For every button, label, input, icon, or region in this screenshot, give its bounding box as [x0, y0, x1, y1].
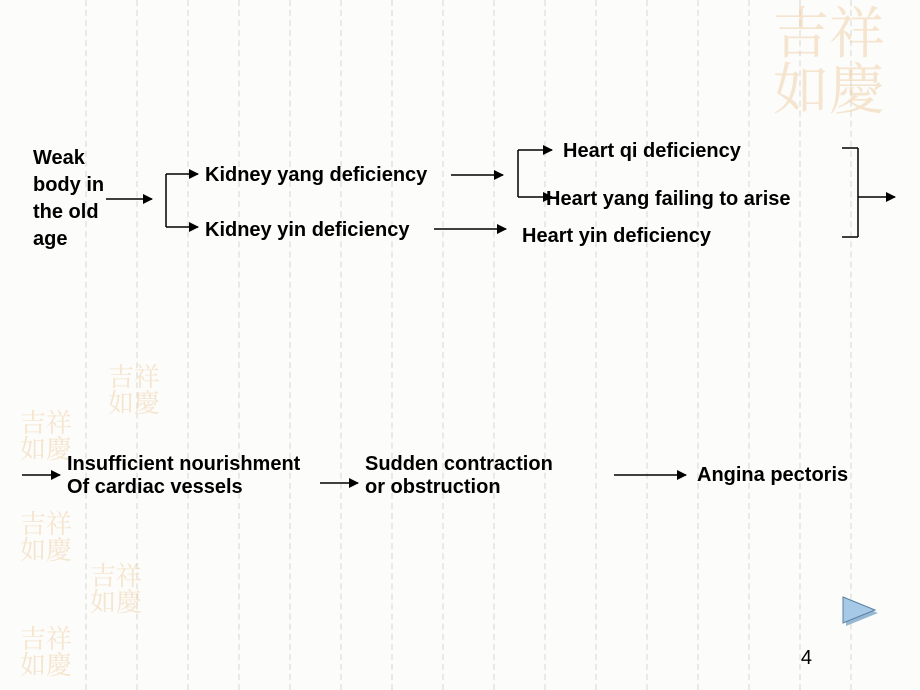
node-insufficient: Insufficient nourishmentOf cardiac vesse… — [67, 453, 300, 499]
node-heart-yin: Heart yin deficiency — [522, 225, 711, 248]
node-weak-body: Weak body in the old age — [33, 145, 113, 253]
node-kidney-yin: Kidney yin deficiency — [205, 219, 410, 242]
next-slide-button[interactable] — [832, 589, 888, 638]
slide: 吉祥如慶吉祥如慶吉祥如慶吉祥如慶吉祥如慶吉祥如慶 Weak body in th… — [0, 0, 920, 690]
node-heart-yang-fail: Heart yang failing to arise — [546, 188, 791, 211]
node-kidney-yang: Kidney yang deficiency — [205, 164, 427, 187]
play-icon — [832, 589, 888, 633]
node-angina: Angina pectoris — [697, 464, 848, 487]
node-sudden: Sudden contractionor obstruction — [365, 453, 553, 499]
flowchart-arrows — [0, 0, 920, 690]
page-number: 4 — [801, 647, 812, 670]
node-heart-qi: Heart qi deficiency — [563, 140, 741, 163]
